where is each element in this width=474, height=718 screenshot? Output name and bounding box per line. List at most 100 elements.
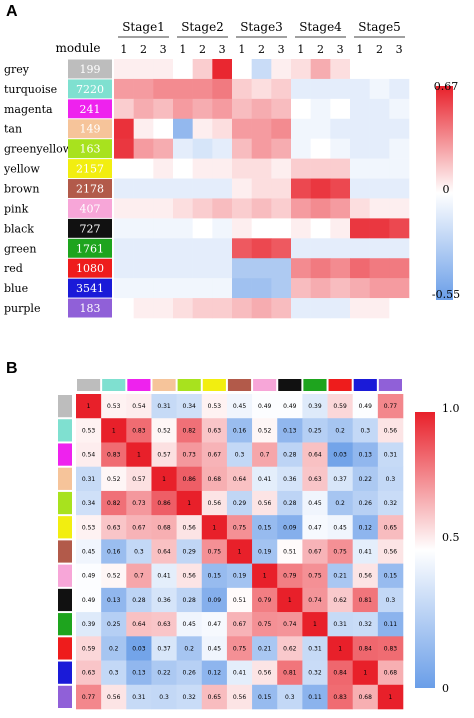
module-color-swatch	[58, 467, 72, 490]
correlation-value: 0.81	[359, 597, 373, 604]
correlation-value: 1	[313, 621, 317, 628]
heatmap-cell	[114, 258, 134, 279]
correlation-value: 0.7	[260, 452, 270, 459]
correlation-value: 0.74	[308, 597, 322, 604]
correlation-value: 0.41	[233, 670, 247, 677]
heatmap-cell	[192, 118, 213, 139]
heatmap-cell	[310, 118, 331, 139]
module-color-swatch	[68, 119, 112, 139]
correlation-cell	[126, 442, 152, 467]
heatmap-cell	[271, 138, 292, 159]
heatmap-cell	[133, 158, 154, 179]
colorbar-a-gradient	[436, 86, 453, 300]
correlation-value: 0.12	[208, 670, 222, 677]
correlation-value: 0.47	[208, 621, 222, 628]
colorbar-b-mid-label: 0.5	[442, 531, 460, 544]
heatmap-cell	[251, 218, 272, 239]
correlation-cell	[76, 684, 102, 710]
correlation-cell	[201, 418, 228, 443]
heatmap-cell	[271, 98, 292, 120]
heatmap-cell	[153, 158, 174, 179]
module-size-label: 183	[80, 302, 101, 315]
correlation-value: 0.53	[107, 403, 121, 410]
correlation-cell	[151, 636, 177, 661]
correlation-cell	[176, 539, 203, 564]
correlation-value: 0.63	[308, 476, 322, 483]
correlation-cell	[252, 587, 278, 613]
heatmap-cell	[271, 298, 292, 319]
correlation-value: 0.54	[82, 452, 96, 459]
correlation-cell	[352, 418, 379, 443]
module-color-swatch	[102, 379, 126, 391]
heatmap-cell	[232, 59, 252, 80]
correlation-value: 1	[338, 645, 342, 652]
module-color-swatch	[58, 540, 72, 563]
module-name-label: tan	[4, 123, 22, 136]
correlation-value: 0.56	[107, 694, 121, 701]
heatmap-cell	[310, 238, 331, 259]
heatmap-cell	[369, 158, 390, 179]
heatmap-cell	[192, 198, 213, 219]
correlation-cell	[151, 660, 177, 686]
replicate-label: 3	[160, 43, 167, 56]
correlation-cell	[252, 612, 278, 637]
correlation-value: 0.45	[333, 524, 347, 531]
correlation-value: 0.13	[132, 670, 146, 677]
module-color-swatch	[58, 564, 72, 587]
module-color-swatch	[227, 379, 252, 391]
heatmap-cell	[173, 278, 193, 299]
heatmap-cell	[350, 218, 370, 239]
heatmap-cell	[310, 178, 331, 199]
module-name-label: pink	[4, 202, 29, 215]
module-size-label: 2157	[76, 163, 104, 176]
module-color-swatch	[328, 379, 352, 391]
correlation-cell	[277, 612, 303, 637]
correlation-cell	[302, 515, 328, 540]
heatmap-cell	[291, 158, 311, 179]
colorbar-a-zero-label: 0	[443, 183, 450, 196]
replicate-label: 3	[278, 43, 285, 56]
correlation-value: 0.53	[82, 524, 96, 531]
correlation-cell	[302, 418, 328, 443]
correlation-value: 0.75	[308, 573, 322, 580]
heatmap-cell	[232, 278, 252, 299]
correlation-cell	[201, 684, 228, 710]
heatmap-cell	[389, 158, 410, 179]
correlation-cell	[151, 490, 177, 516]
correlation-value: 0.75	[233, 524, 247, 531]
heatmap-cell	[212, 238, 233, 259]
correlation-cell	[277, 563, 303, 589]
correlation-value: 0.12	[359, 524, 373, 531]
correlation-cell	[377, 612, 404, 637]
heatmap-cell	[310, 158, 331, 179]
correlation-cell	[352, 563, 379, 589]
correlation-cell	[226, 539, 253, 564]
correlation-cell	[226, 442, 253, 467]
heatmap-cell	[173, 238, 193, 259]
correlation-cell	[76, 394, 102, 419]
correlation-value: 0.64	[308, 452, 322, 459]
correlation-value: 0.19	[233, 573, 247, 580]
heatmap-cell	[192, 78, 213, 100]
correlation-cell	[302, 442, 328, 467]
heatmap-cell	[330, 218, 351, 239]
heatmap-cell	[232, 158, 252, 179]
heatmap-cell	[271, 78, 292, 100]
correlation-value: 0.45	[233, 403, 247, 410]
correlation-value: 1	[212, 524, 216, 531]
correlation-value: 0.22	[359, 476, 373, 483]
correlation-value: 0.3	[235, 452, 245, 459]
correlation-cell	[352, 636, 379, 661]
heatmap-cell	[310, 98, 331, 120]
heatmap-cell	[310, 298, 331, 319]
correlation-cell	[327, 660, 353, 686]
correlation-cell	[327, 442, 353, 467]
heatmap-cell	[232, 218, 252, 239]
heatmap-cell	[369, 138, 390, 159]
module-color-swatch	[58, 419, 72, 442]
correlation-cell	[226, 394, 253, 419]
module-name-label: blue	[4, 282, 28, 295]
heatmap-cell	[330, 138, 351, 159]
correlation-cell	[252, 660, 278, 686]
module-color-swatch	[202, 379, 226, 391]
